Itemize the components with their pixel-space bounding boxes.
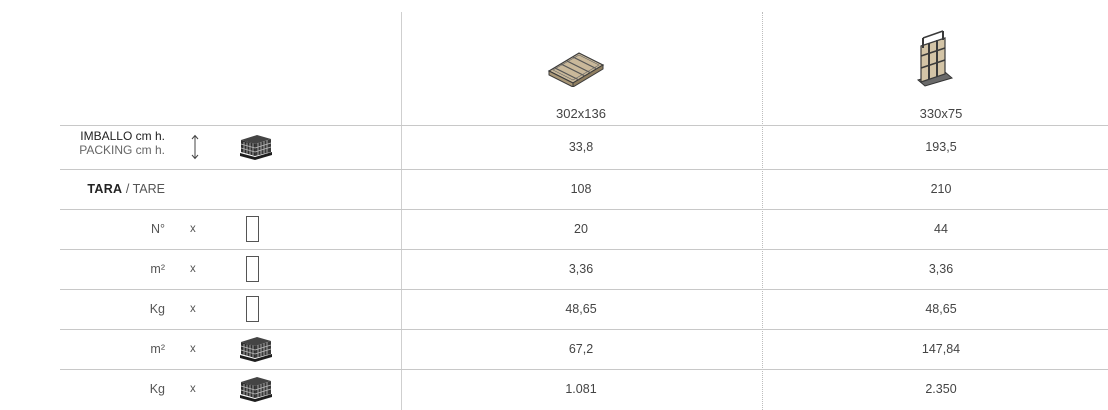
tare-value-302x136: 108 bbox=[570, 182, 592, 196]
column-divider-left bbox=[401, 12, 402, 410]
crate-icon bbox=[239, 376, 273, 407]
tile-icon bbox=[246, 256, 259, 282]
packing-value-330x75: 193,5 bbox=[925, 140, 957, 154]
weight-per-tile-value-302x136: 48,65 bbox=[565, 302, 597, 316]
weight-per-crate-value-330x75: 2.350 bbox=[925, 382, 957, 396]
area-per-crate-label: m² bbox=[150, 342, 165, 356]
table-row-area-per-tile: m² x 3,36 3,36 bbox=[0, 249, 1108, 289]
pieces-count-value-330x75: 44 bbox=[934, 222, 948, 236]
table-row-tare: TARA / TARE 108 210 bbox=[0, 169, 1108, 209]
table-row-weight-per-crate: Kg x 1.081 2.350 bbox=[0, 369, 1108, 410]
tare-label-separator: / bbox=[125, 182, 130, 196]
weight-per-tile-value-330x75: 48,65 bbox=[925, 302, 957, 316]
tare-label-it: TARA bbox=[87, 182, 123, 196]
column-header-330x75: 330x75 bbox=[919, 106, 963, 121]
tare-value-330x75: 210 bbox=[930, 182, 952, 196]
multiplier-symbol: x bbox=[190, 263, 196, 275]
crate-icon bbox=[239, 134, 273, 165]
multiplier-symbol: x bbox=[190, 223, 196, 235]
packing-label: IMBALLO cm h. PACKING cm h. bbox=[40, 129, 165, 157]
row-divider bbox=[60, 369, 1108, 370]
crate-icon bbox=[239, 336, 273, 367]
multiplier-symbol: x bbox=[190, 303, 196, 315]
tare-label: TARA / TARE bbox=[50, 169, 165, 209]
multiplier-symbol: x bbox=[190, 383, 196, 395]
row-divider bbox=[60, 169, 1108, 170]
packing-label-en: PACKING cm h. bbox=[79, 143, 165, 157]
height-arrow-icon bbox=[190, 134, 200, 165]
weight-per-crate-value-302x136: 1.081 bbox=[565, 382, 597, 396]
multiplier-symbol: x bbox=[190, 343, 196, 355]
weight-per-crate-label: Kg bbox=[149, 382, 165, 396]
row-divider bbox=[60, 209, 1108, 210]
row-divider bbox=[60, 289, 1108, 290]
tile-icon bbox=[246, 296, 259, 322]
column-header-302x136: 302x136 bbox=[556, 106, 606, 121]
table-row-packing: IMBALLO cm h. PACKING cm h. 33,8 193,5 bbox=[0, 126, 1108, 169]
area-per-crate-value-330x75: 147,84 bbox=[921, 342, 961, 356]
a-frame-rack-icon bbox=[915, 28, 955, 99]
area-per-tile-value-302x136: 3,36 bbox=[568, 262, 594, 276]
column-divider-middle bbox=[762, 12, 763, 410]
packing-value-302x136: 33,8 bbox=[568, 140, 594, 154]
packing-label-it: IMBALLO cm h. bbox=[80, 129, 165, 143]
area-per-crate-value-302x136: 67,2 bbox=[568, 342, 594, 356]
table-row-pieces-count: N° x 20 44 bbox=[0, 209, 1108, 249]
weight-per-tile-label: Kg bbox=[149, 302, 165, 316]
area-per-tile-label: m² bbox=[150, 262, 165, 276]
table-row-weight-per-tile: Kg x 48,65 48,65 bbox=[0, 289, 1108, 329]
row-divider bbox=[60, 329, 1108, 330]
tray-pallet-icon bbox=[545, 45, 607, 92]
table-row-area-per-crate: m² x 67,2 147,84 bbox=[0, 329, 1108, 369]
pieces-count-label: N° bbox=[150, 222, 165, 236]
tare-label-en: TARE bbox=[132, 182, 165, 196]
area-per-tile-value-330x75: 3,36 bbox=[928, 262, 954, 276]
pieces-count-value-302x136: 20 bbox=[574, 222, 588, 236]
row-divider bbox=[60, 249, 1108, 250]
tile-icon bbox=[246, 216, 259, 242]
row-divider bbox=[60, 125, 1108, 126]
